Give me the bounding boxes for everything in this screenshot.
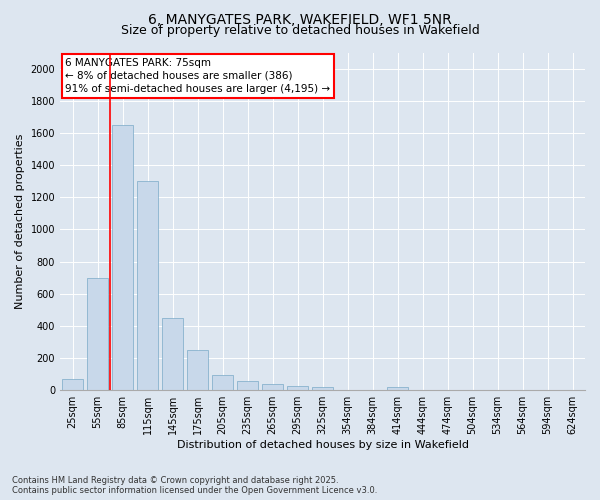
X-axis label: Distribution of detached houses by size in Wakefield: Distribution of detached houses by size … xyxy=(176,440,469,450)
Bar xyxy=(62,379,83,390)
Bar xyxy=(287,386,308,390)
Bar xyxy=(312,387,333,390)
Y-axis label: Number of detached properties: Number of detached properties xyxy=(15,134,25,309)
Bar xyxy=(237,382,258,390)
Text: 6, MANYGATES PARK, WAKEFIELD, WF1 5NR: 6, MANYGATES PARK, WAKEFIELD, WF1 5NR xyxy=(148,12,452,26)
Bar xyxy=(187,350,208,390)
Text: 6 MANYGATES PARK: 75sqm
← 8% of detached houses are smaller (386)
91% of semi-de: 6 MANYGATES PARK: 75sqm ← 8% of detached… xyxy=(65,58,331,94)
Bar xyxy=(112,125,133,390)
Text: Contains HM Land Registry data © Crown copyright and database right 2025.
Contai: Contains HM Land Registry data © Crown c… xyxy=(12,476,377,495)
Bar xyxy=(212,375,233,390)
Bar xyxy=(137,181,158,390)
Bar xyxy=(387,387,408,390)
Text: Size of property relative to detached houses in Wakefield: Size of property relative to detached ho… xyxy=(121,24,479,37)
Bar xyxy=(162,318,183,390)
Bar xyxy=(262,384,283,390)
Bar xyxy=(87,278,108,390)
